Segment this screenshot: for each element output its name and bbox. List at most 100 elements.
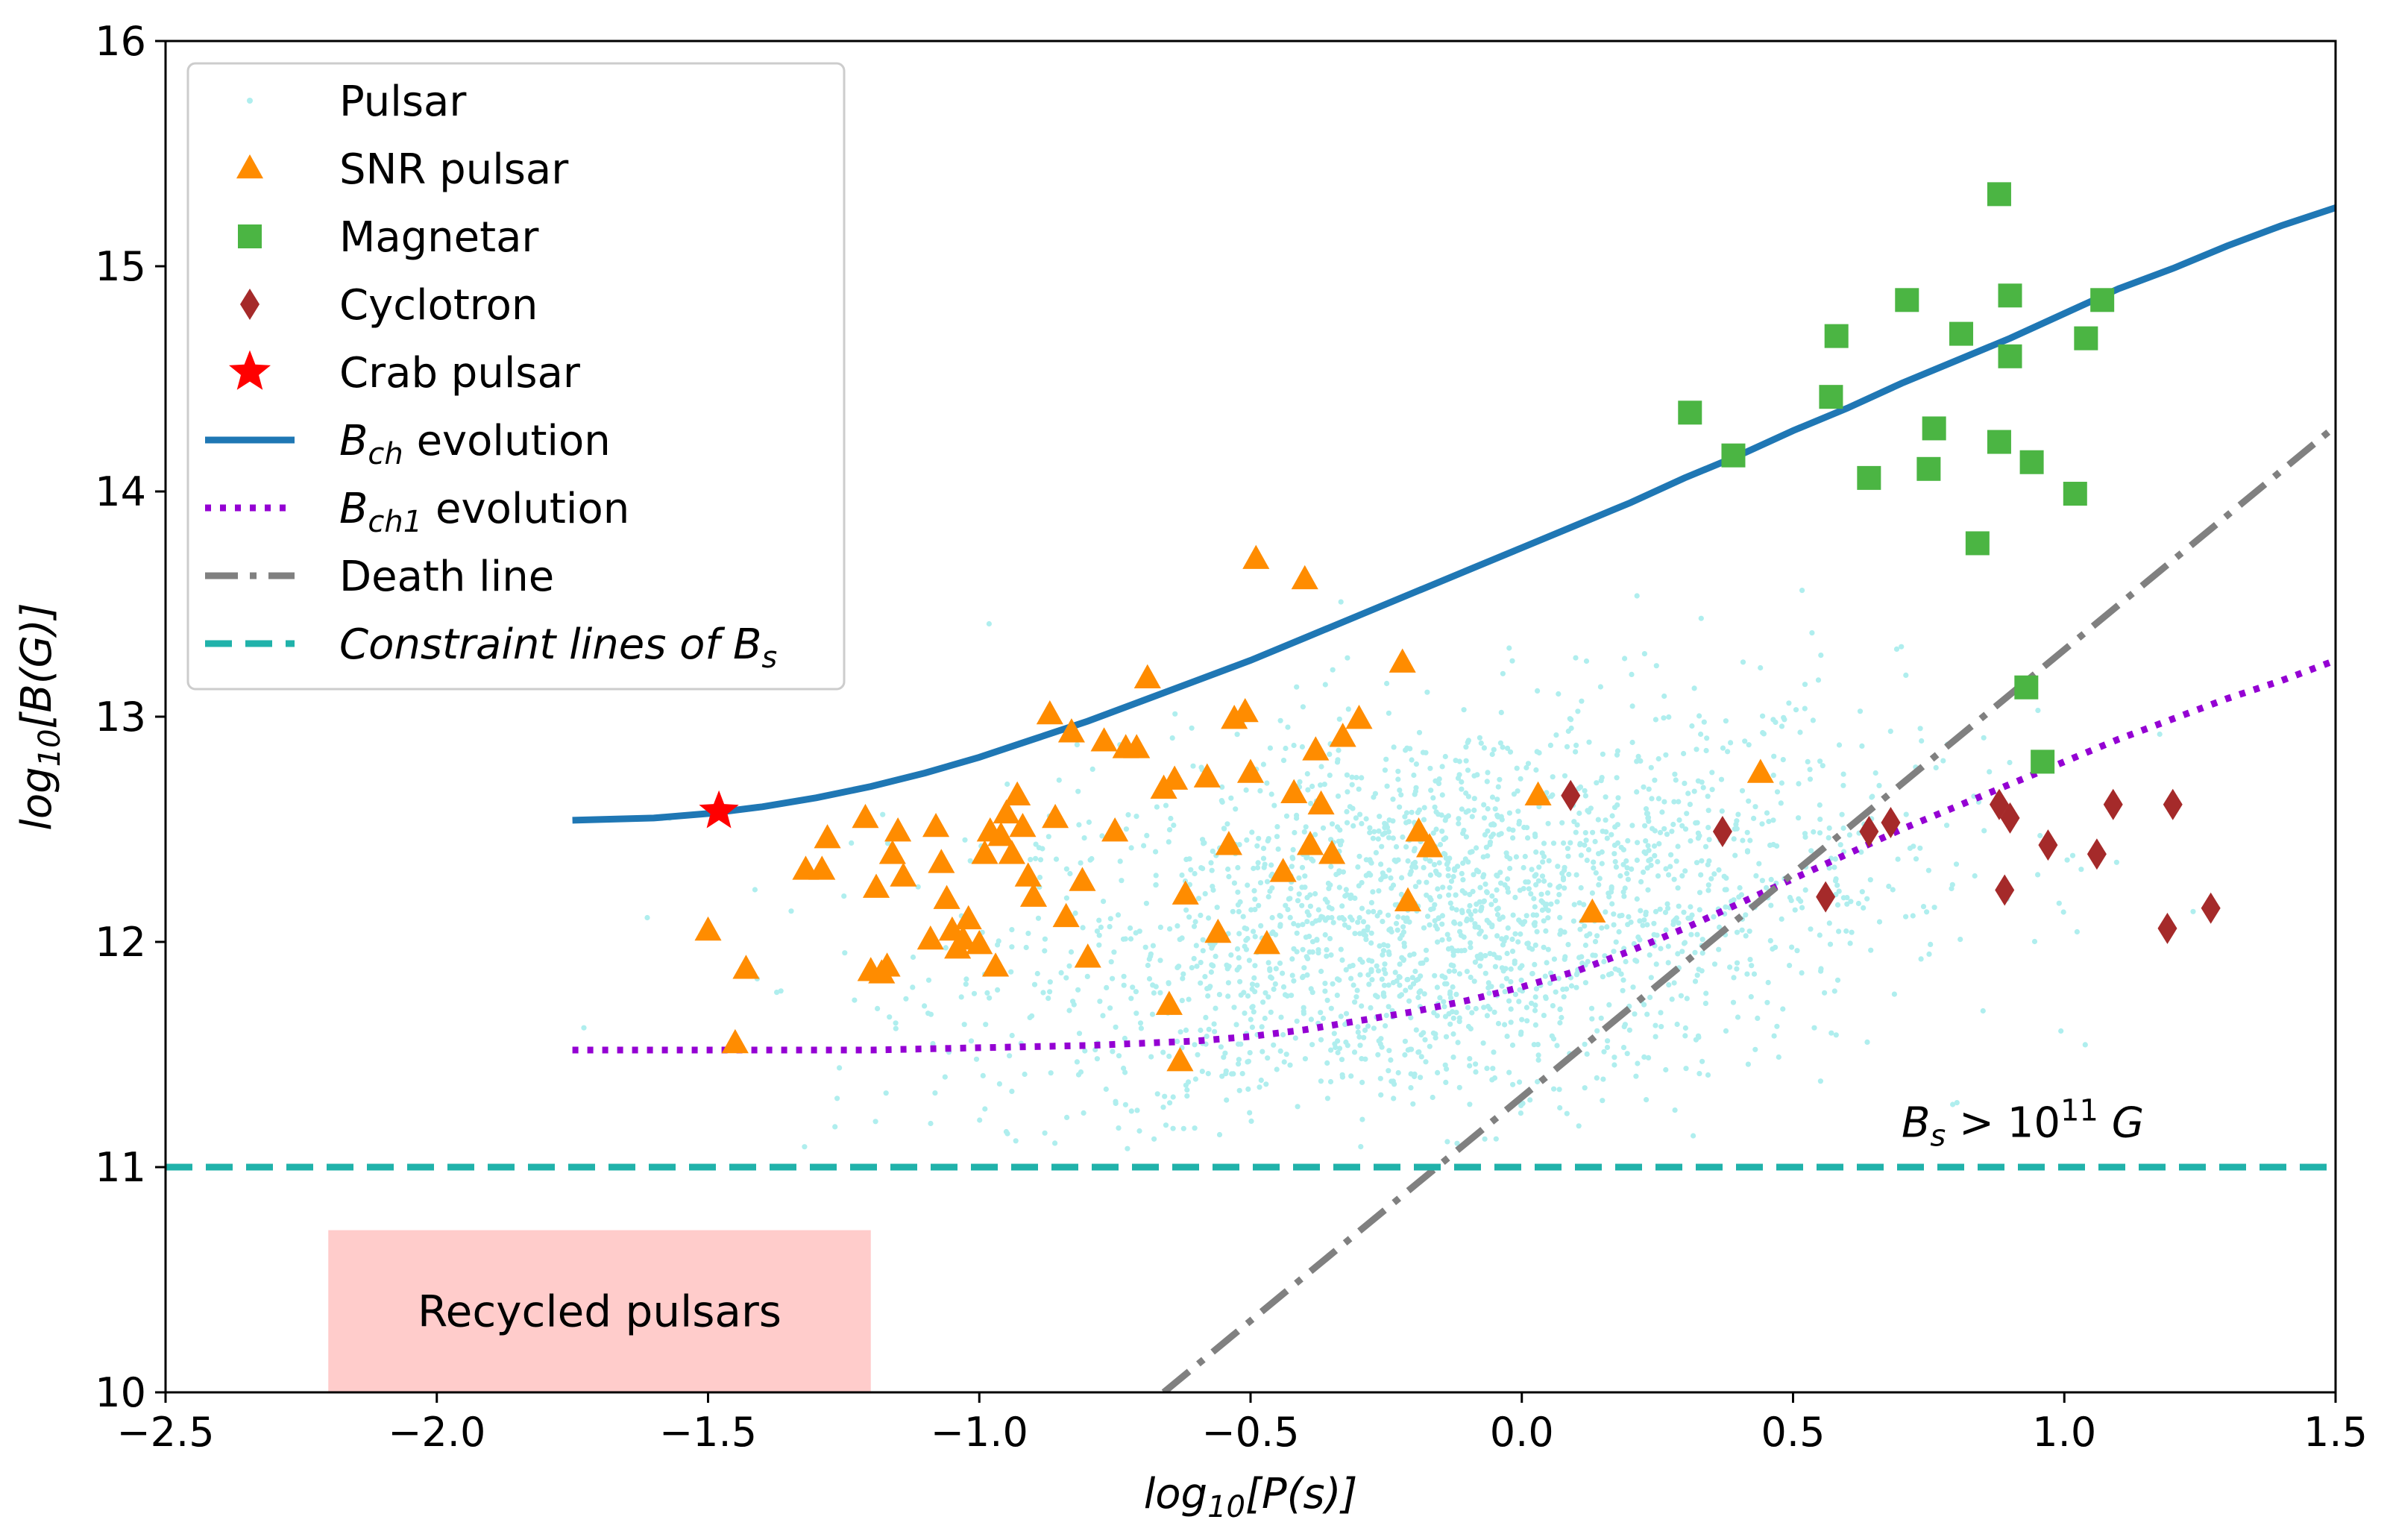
pulsar-point — [1747, 957, 1753, 963]
pulsar-point — [1499, 936, 1505, 942]
pulsar-point — [1650, 826, 1655, 832]
pulsar-point — [1673, 777, 1679, 783]
pulsar-point — [1518, 977, 1524, 983]
pulsar-point — [1467, 902, 1473, 909]
pulsar-point — [1664, 832, 1670, 837]
pulsar-point — [1269, 885, 1275, 891]
pulsar-point — [1335, 793, 1342, 799]
pulsar-point — [1300, 946, 1306, 952]
pulsar-point — [1681, 940, 1688, 946]
pulsar-point — [1577, 926, 1583, 932]
pulsar-point — [1533, 872, 1539, 878]
pulsar-point — [1568, 717, 1574, 723]
pulsar-point — [1683, 1066, 1689, 1072]
pulsar-point — [1398, 792, 1404, 798]
pulsar-point — [1480, 854, 1486, 860]
pulsar-point — [1370, 835, 1376, 841]
pulsar-point — [1194, 964, 1200, 969]
pulsar-point — [1334, 993, 1340, 999]
pulsar-point — [1638, 908, 1644, 914]
pulsar-point — [1295, 923, 1301, 928]
snr-pulsar-point — [878, 840, 906, 864]
pulsar-point — [1625, 876, 1631, 882]
pulsar-point — [1543, 928, 1549, 934]
pulsar-point — [1125, 1145, 1130, 1151]
snr-pulsar-point — [1123, 734, 1151, 758]
pulsar-point — [1525, 940, 1531, 946]
pulsar-point — [1657, 906, 1663, 912]
pulsar-point — [1635, 753, 1641, 760]
magnetar-point — [2031, 749, 2055, 774]
pulsar-point — [1950, 1101, 1956, 1107]
pulsar-point — [1382, 820, 1388, 826]
pulsar-point — [1371, 908, 1377, 914]
pulsar-point — [1390, 796, 1396, 802]
pulsar-point — [1933, 764, 1939, 770]
pulsar-point — [910, 984, 916, 990]
pulsar-point — [1550, 1003, 1556, 1009]
pulsar-point — [1500, 942, 1506, 948]
pulsar-point — [1699, 937, 1705, 943]
pulsar-point — [1447, 989, 1453, 995]
pulsar-point — [1234, 967, 1240, 973]
pulsar-point — [1532, 961, 1538, 967]
pulsar-point — [1682, 826, 1689, 832]
pulsar-point — [1248, 907, 1254, 913]
pulsar-point — [1556, 892, 1562, 898]
pulsar-point — [1582, 1041, 1588, 1047]
pulsar-point — [1328, 1047, 1334, 1053]
pulsar-point — [1231, 1005, 1237, 1011]
pulsar-point — [1494, 812, 1500, 818]
pulsar-point — [1608, 884, 1614, 890]
pulsar-point — [1773, 944, 1779, 950]
pulsar-point — [1529, 867, 1535, 873]
pulsar-point — [1720, 745, 1726, 751]
pulsar-point — [1577, 784, 1584, 790]
pulsar-point — [1749, 963, 1755, 969]
pulsar-point — [1336, 838, 1342, 844]
pulsar-point — [1698, 872, 1704, 878]
pulsar-point — [1036, 845, 1042, 851]
pulsar-point — [1402, 1038, 1408, 1044]
pulsar-point — [1832, 878, 1839, 884]
pulsar-point — [1679, 949, 1685, 955]
pulsar-point — [1447, 995, 1454, 1001]
pulsar-point — [1397, 993, 1403, 999]
pulsar-point — [1564, 744, 1570, 749]
pulsar-point — [1154, 1091, 1160, 1097]
pulsar-point — [1407, 952, 1413, 958]
pulsar-point — [1082, 1048, 1088, 1054]
pulsar-point — [2190, 908, 2196, 914]
pulsar-point — [1539, 850, 1545, 856]
pulsar-point — [1391, 1096, 1397, 1101]
pulsar-point — [1484, 1066, 1490, 1072]
pulsar-point — [1308, 800, 1314, 806]
pulsar-point — [1200, 937, 1206, 943]
pulsar-point — [1292, 829, 1298, 836]
pulsar-point — [1268, 862, 1274, 868]
pulsar-point — [1163, 1122, 1169, 1128]
pulsar-point — [1208, 969, 1214, 975]
pulsar-point — [1331, 1031, 1337, 1037]
pulsar-point — [1191, 955, 1197, 961]
pulsar-point — [1343, 1011, 1350, 1016]
pulsar-point — [1614, 840, 1621, 846]
pulsar-point — [1476, 869, 1482, 875]
pulsar-point — [1009, 1032, 1015, 1039]
pulsar-point — [1590, 829, 1596, 835]
pulsar-point — [1562, 929, 1567, 935]
cyclotron-point — [2000, 802, 2020, 834]
pulsar-point — [1388, 875, 1394, 881]
pulsar-point — [1498, 831, 1504, 837]
pulsar-point — [1555, 864, 1561, 870]
pulsar-point — [1494, 873, 1500, 879]
pulsar-point — [1330, 667, 1336, 673]
pulsar-point — [915, 884, 921, 890]
pulsar-point — [1752, 1046, 1758, 1052]
pulsar-point — [1042, 936, 1048, 942]
pulsar-point — [1221, 826, 1227, 832]
pulsar-point — [1366, 870, 1372, 876]
x-tick-label: 1.0 — [2032, 1409, 2096, 1456]
pulsar-point — [1327, 936, 1333, 942]
